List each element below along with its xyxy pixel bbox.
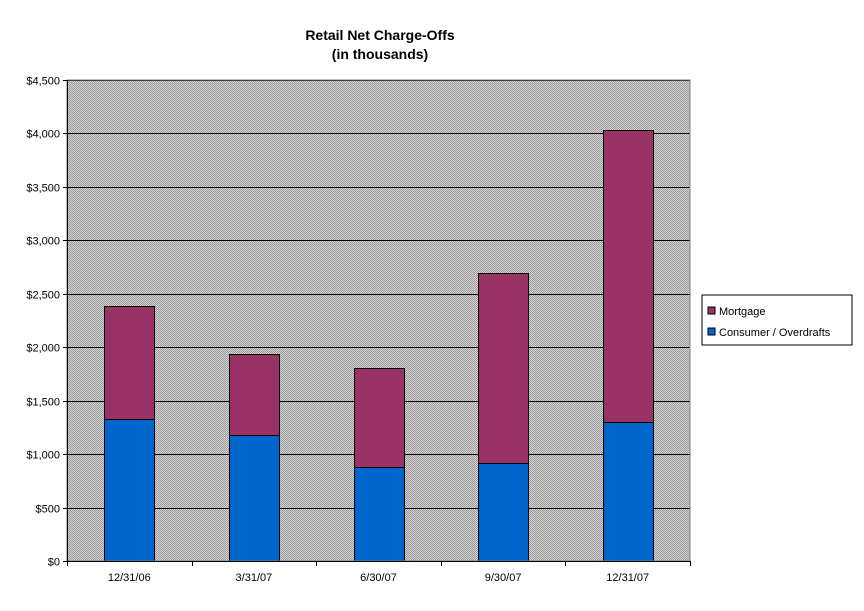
bar-mortgage <box>229 354 280 436</box>
x-tick-label: 12/31/07 <box>606 572 649 584</box>
y-tick-label: $4,000 <box>26 129 60 141</box>
x-tick-label: 12/31/06 <box>108 572 151 584</box>
y-tick-label: $2,500 <box>26 290 60 302</box>
bar-mortgage <box>104 306 155 420</box>
y-tick-label: $1,500 <box>26 397 60 409</box>
x-axis: 12/31/06 3/31/07 6/30/07 9/30/07 12/31/07 <box>67 561 691 584</box>
legend: Mortgage Consumer / Overdrafts <box>701 294 853 346</box>
bar-mortgage <box>478 273 529 464</box>
legend-swatch-consumer <box>707 327 716 336</box>
y-tick-label: $3,000 <box>26 236 60 248</box>
y-tick-label: $1,000 <box>26 450 60 462</box>
x-tick-label: 9/30/07 <box>485 572 522 584</box>
y-tick-label: $500 <box>36 504 60 516</box>
bar-mortgage <box>603 130 654 423</box>
legend-box <box>701 294 853 346</box>
chart-subtitle: (in thousands) <box>332 46 428 62</box>
legend-label-mortgage: Mortgage <box>719 306 765 318</box>
bar-consumer-overdrafts <box>354 467 405 562</box>
bar-consumer-overdrafts <box>478 463 529 562</box>
legend-swatch-mortgage <box>707 306 716 315</box>
y-tick-label: $4,500 <box>26 76 60 88</box>
bar-consumer-overdrafts <box>104 419 155 562</box>
x-tick-label: 6/30/07 <box>360 572 397 584</box>
y-tick-label: $2,000 <box>26 343 60 355</box>
legend-label-consumer: Consumer / Overdrafts <box>719 327 831 339</box>
y-axis: $0 $500 $1,000 $1,500 $2,000 $2,500 $3,000 $3,5… <box>26 76 68 569</box>
bar-mortgage <box>354 368 405 468</box>
y-tick-label: $3,500 <box>26 183 60 195</box>
y-tick-label: $0 <box>48 557 60 569</box>
bar-consumer-overdrafts <box>229 435 280 562</box>
bars <box>104 130 654 562</box>
bar-consumer-overdrafts <box>603 422 654 562</box>
chart-title: Retail Net Charge-Offs <box>305 27 455 43</box>
x-tick-label: 3/31/07 <box>236 572 273 584</box>
